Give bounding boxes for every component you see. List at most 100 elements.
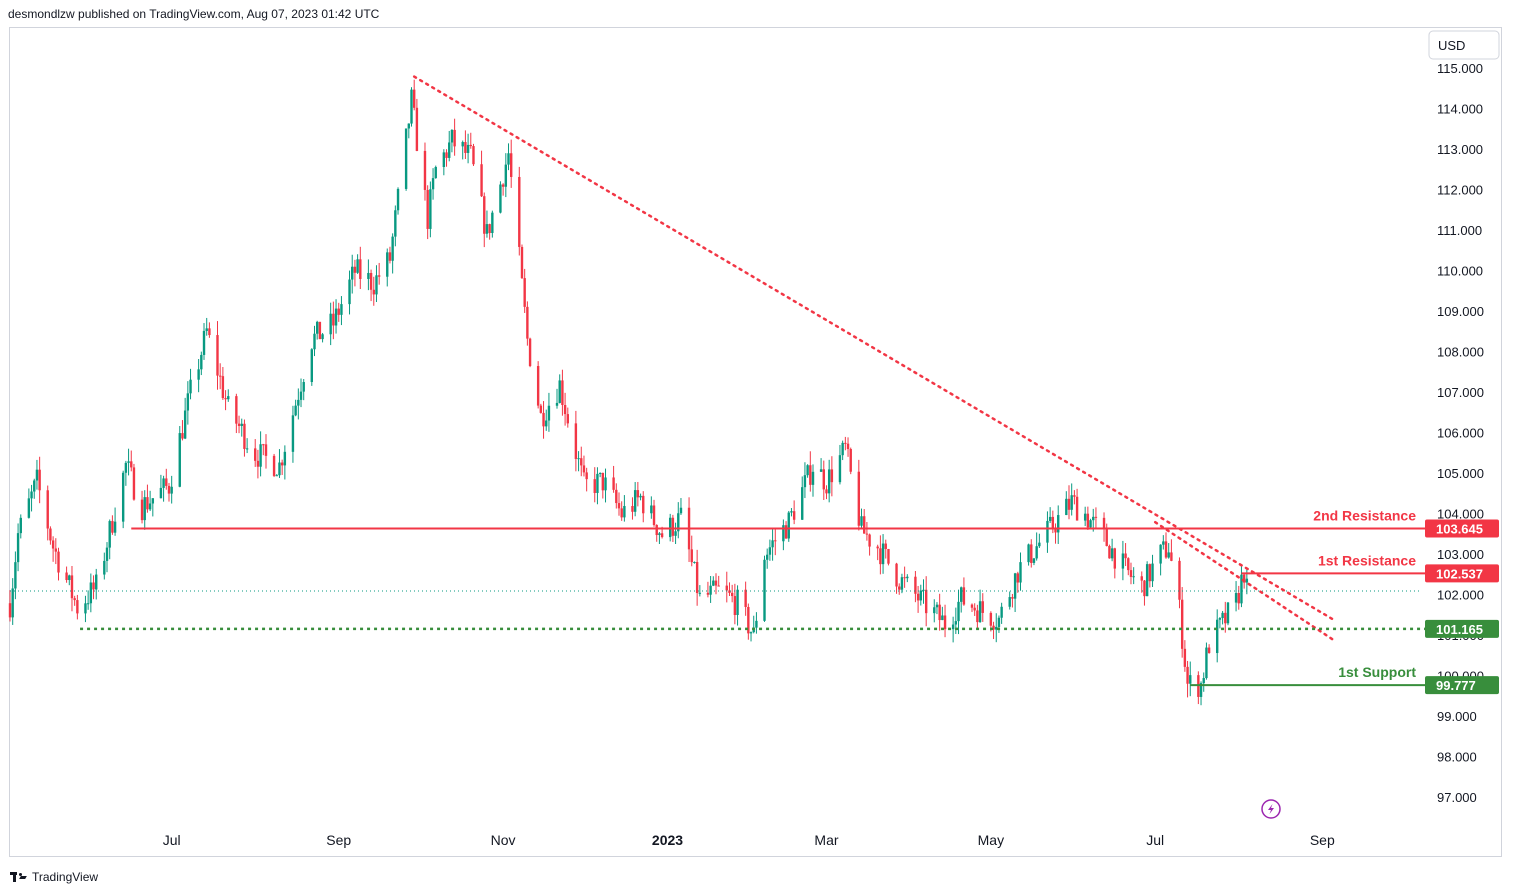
candle-body — [771, 540, 774, 548]
trendline-1[interactable] — [412, 75, 1335, 621]
candle-up — [386, 248, 389, 287]
candle-up — [1070, 483, 1073, 516]
candle-body — [46, 490, 49, 529]
candle-body — [906, 576, 909, 579]
candle-up — [329, 302, 332, 346]
candle-down — [973, 603, 976, 616]
candle-body — [1089, 520, 1092, 528]
candle-body — [1164, 541, 1168, 558]
candle-down — [830, 456, 834, 497]
published-text: published on TradingView.com, — [74, 7, 247, 21]
candle-body — [698, 592, 702, 594]
candle-body — [598, 472, 602, 474]
y-tick-label: 109.000 — [1437, 304, 1484, 319]
candle-body — [1051, 516, 1055, 530]
candle-body — [539, 405, 543, 413]
author-name[interactable]: desmondlzw — [8, 7, 75, 21]
level-title: 1st Support — [1338, 664, 1416, 680]
candle-down — [601, 472, 605, 499]
trendline-2[interactable] — [1153, 520, 1335, 641]
candle-down — [1054, 523, 1057, 544]
candle-down — [1124, 543, 1127, 567]
candle-up — [391, 233, 394, 274]
candle-body — [1216, 619, 1219, 654]
candle-down — [359, 246, 362, 290]
candle-down — [1148, 563, 1152, 588]
candle-up — [677, 502, 680, 539]
candle-body — [334, 308, 338, 326]
level-price-tag-1: 103.645 — [1425, 519, 1499, 538]
candle-up — [143, 490, 146, 530]
footer-brand-text: TradingView — [32, 870, 99, 884]
currency-selector[interactable]: USD — [1428, 30, 1500, 60]
candle-up — [1065, 491, 1068, 516]
candle-down — [237, 415, 241, 434]
candle-body — [1121, 553, 1125, 569]
candle-up — [127, 448, 130, 476]
candle-body — [585, 472, 588, 480]
x-tick-label: 2023 — [652, 832, 683, 848]
candle-body — [450, 129, 454, 143]
candle-down — [916, 585, 920, 613]
candle-body — [1067, 498, 1071, 510]
candle-up — [1110, 538, 1114, 562]
candle-body — [822, 469, 825, 490]
candle-body — [1245, 578, 1249, 583]
candle-body — [518, 176, 521, 247]
candle-body — [243, 423, 246, 449]
candle-down — [520, 244, 524, 280]
candle-body — [768, 547, 772, 555]
candle-down — [337, 302, 340, 322]
candle-body — [216, 335, 219, 376]
x-tick-label: Sep — [326, 832, 351, 848]
candle-up — [827, 459, 831, 503]
candle-body — [933, 607, 936, 614]
candle-body — [1183, 648, 1187, 667]
candle-body — [1159, 544, 1162, 564]
candle-body — [124, 462, 128, 473]
candle-up — [1121, 540, 1125, 581]
candle-body — [51, 540, 55, 549]
candle-up — [1218, 617, 1222, 629]
candle-up — [30, 484, 33, 512]
candle-body — [978, 601, 982, 623]
candle-body — [690, 549, 693, 563]
candle-down — [655, 524, 658, 542]
candle-body — [693, 561, 696, 563]
candle-up — [674, 522, 677, 545]
candle-body — [615, 489, 618, 504]
candle-body — [679, 507, 683, 514]
currency-label[interactable]: USD — [1438, 38, 1465, 53]
candle-up — [1083, 506, 1087, 527]
candle-body — [353, 266, 357, 273]
candle-up — [507, 143, 510, 171]
lightning-icon[interactable] — [1261, 799, 1281, 819]
candle-body — [730, 592, 734, 597]
candle-body — [442, 152, 446, 168]
candle-body — [488, 224, 491, 234]
footer-brand[interactable]: TradingView — [10, 870, 98, 884]
candle-body — [919, 590, 922, 601]
candle-down — [1164, 532, 1168, 559]
candle-body — [89, 582, 93, 604]
candle-body — [1237, 593, 1240, 604]
candle-body — [348, 279, 351, 305]
publish-info: desmondlzw published on TradingView.com,… — [8, 7, 379, 21]
candle-body — [652, 505, 656, 526]
candle-body — [960, 587, 963, 602]
candle-body — [254, 448, 257, 461]
candle-body — [714, 580, 718, 586]
candle-up — [294, 399, 297, 417]
candle-body — [1207, 647, 1211, 654]
candles-layer — [8, 79, 1249, 706]
candle-down — [1094, 507, 1098, 529]
candle-body — [113, 521, 117, 533]
candle-body — [108, 521, 111, 548]
candle-body — [1008, 597, 1011, 607]
candle-body — [356, 259, 359, 273]
candle-up — [658, 532, 661, 545]
candle-up — [11, 578, 14, 625]
candle-body — [1065, 498, 1068, 516]
candle-body — [469, 144, 472, 147]
